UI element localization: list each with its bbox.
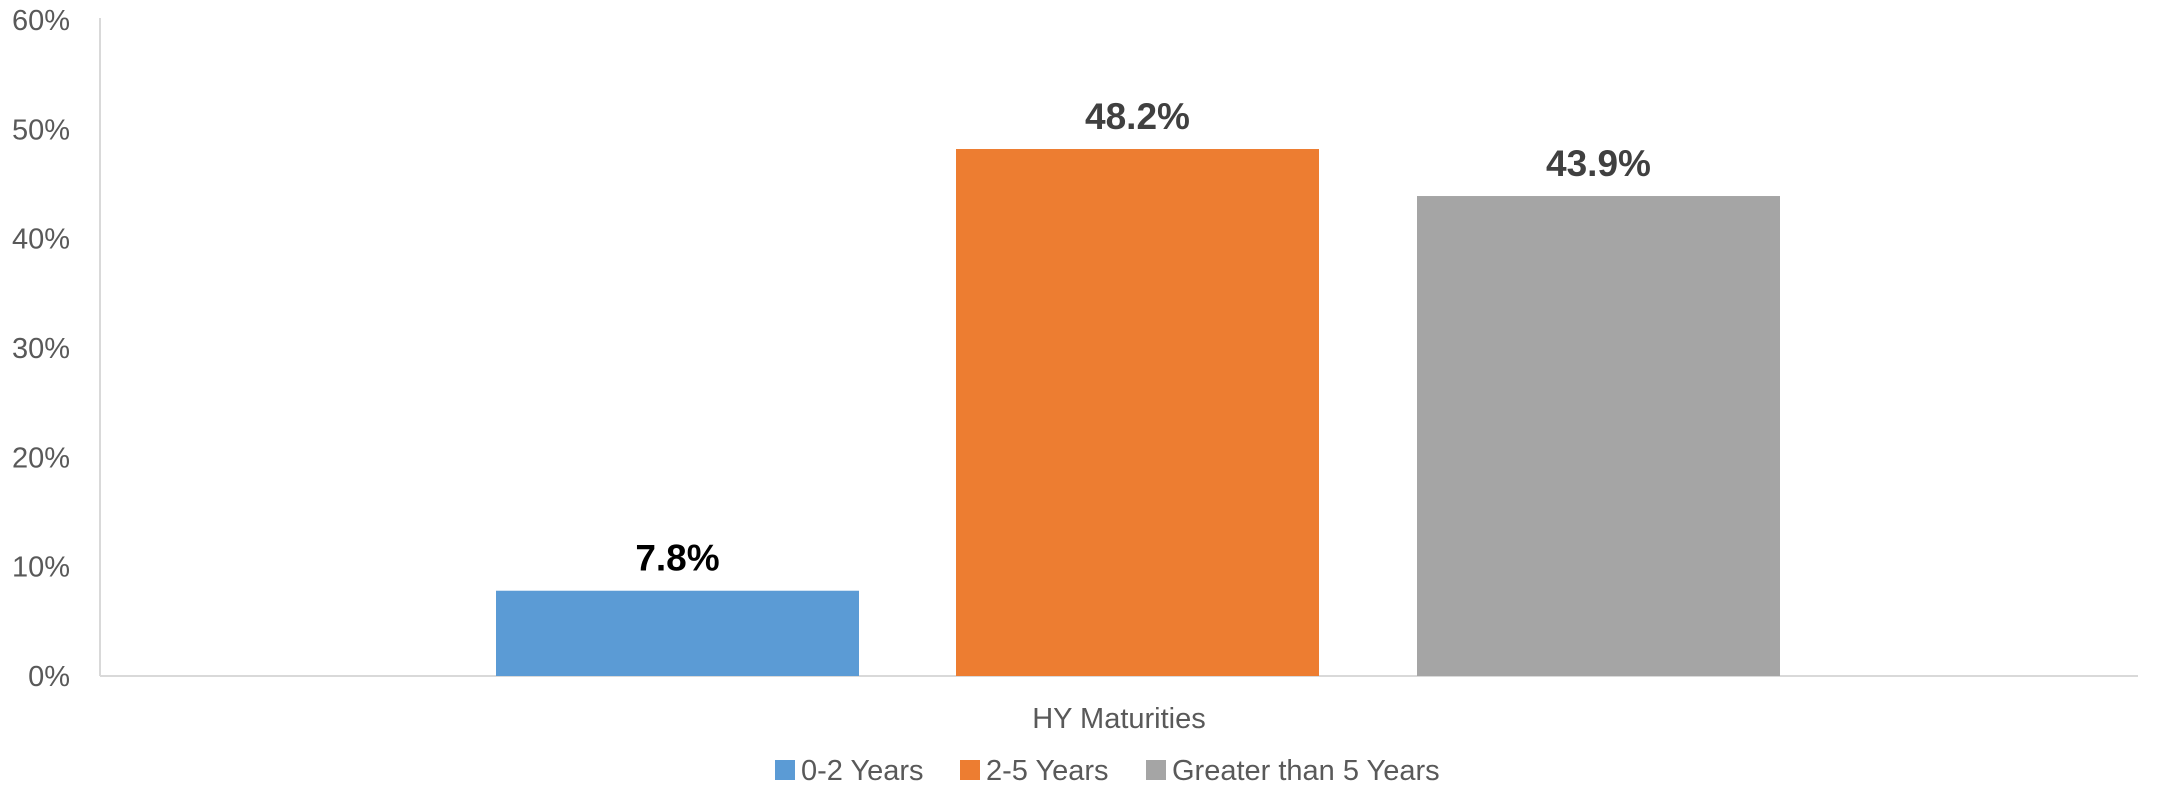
bar-0-2-years [496,590,859,676]
legend-swatch [775,760,795,780]
y-tick-label: 30% [12,333,70,365]
y-tick-label: 50% [12,114,70,146]
legend-swatch [960,760,980,780]
data-labels: 7.8% 48.2% 43.9% [635,96,1651,579]
bar-greater-than-5-years [1417,196,1780,676]
y-tick-label: 10% [12,552,70,584]
legend: 0-2 Years 2-5 Years Greater than 5 Years [775,755,1440,787]
y-tick-label: 60% [12,5,70,37]
x-axis: HY Maturities [100,675,2138,735]
y-tick-label: 20% [12,442,70,474]
bar-2-5-years [956,149,1319,677]
data-label: 43.9% [1546,143,1651,184]
legend-label: Greater than 5 Years [1172,755,1440,787]
data-label: 48.2% [1085,96,1190,137]
y-tick-label: 40% [12,224,70,256]
bars [496,149,1780,677]
data-label: 7.8% [635,538,719,579]
legend-swatch [1146,760,1166,780]
y-axis: 0% 10% 20% 30% 40% 50% 60% [12,5,101,693]
legend-label: 2-5 Years [986,755,1109,787]
x-category-label: HY Maturities [1032,703,1206,735]
legend-label: 0-2 Years [801,755,924,787]
y-tick-label: 0% [28,661,70,693]
